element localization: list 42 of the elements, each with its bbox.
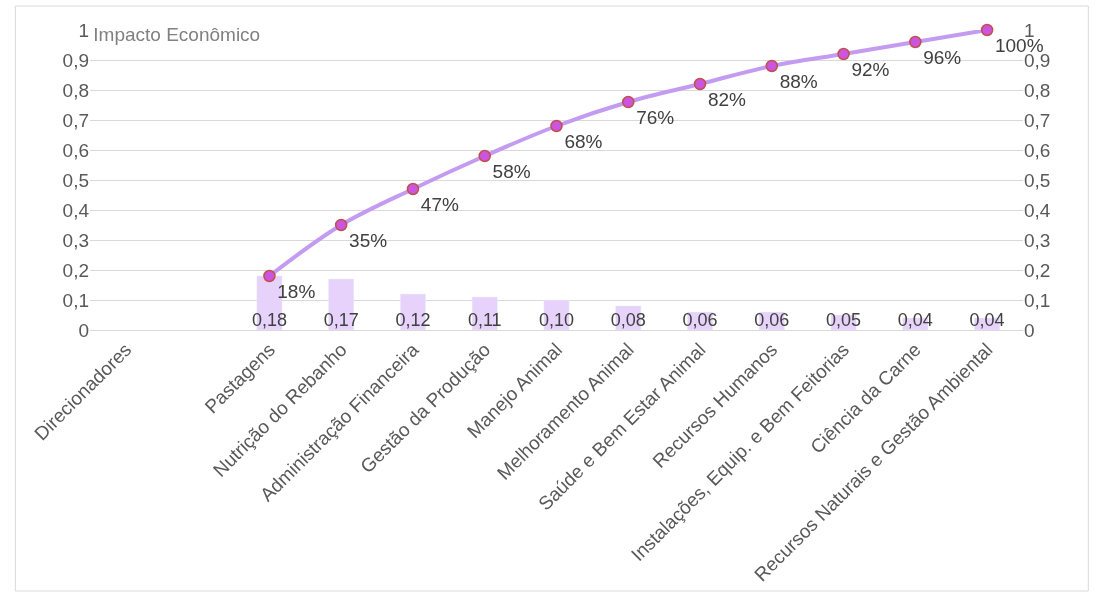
data-label: 0,12 xyxy=(395,309,431,330)
data-label: 18% xyxy=(277,281,316,303)
y2-tick-label: 0,3 xyxy=(1024,229,1051,251)
data-label: 0,06 xyxy=(682,309,718,330)
y-tick-label: 1 xyxy=(78,19,89,41)
y2-tick-label: 0 xyxy=(1024,319,1035,341)
data-label: 0,06 xyxy=(754,309,790,330)
data-label: 58% xyxy=(492,161,531,183)
data-label: 47% xyxy=(420,194,459,216)
y-tick-label: 0,9 xyxy=(62,49,89,71)
data-label: 68% xyxy=(564,131,603,153)
data-label: 96% xyxy=(923,47,962,69)
y-tick-label: 0,1 xyxy=(62,289,89,311)
data-label: 0,17 xyxy=(323,309,359,330)
data-label: 82% xyxy=(707,89,747,111)
y-tick-label: 0,7 xyxy=(62,109,89,131)
y2-tick-label: 0,1 xyxy=(1024,289,1051,311)
data-label: 0,11 xyxy=(467,309,502,330)
y-tick-label: 0,4 xyxy=(62,199,90,221)
data-label: 0,04 xyxy=(969,309,1005,330)
data-label: 35% xyxy=(349,230,388,252)
y-tick-label: 0,2 xyxy=(62,259,89,281)
data-label: 92% xyxy=(851,59,890,81)
y2-tick-label: 0,8 xyxy=(1024,79,1051,101)
y-tick-label: 0,6 xyxy=(62,139,89,161)
chart-title: Impacto Econômico xyxy=(93,23,261,45)
y2-tick-label: 0,6 xyxy=(1024,139,1051,161)
data-label: 0,10 xyxy=(538,309,575,330)
data-label: 0,08 xyxy=(610,309,646,330)
data-label: 0,05 xyxy=(826,309,862,330)
y-tick-label: 0,5 xyxy=(62,169,89,191)
y2-tick-label: 0,2 xyxy=(1024,259,1051,281)
y-tick-label: 0 xyxy=(78,319,89,341)
y2-tick-label: 0,7 xyxy=(1024,109,1051,131)
y2-tick-label: 0,4 xyxy=(1024,199,1051,221)
data-label: 88% xyxy=(779,71,818,93)
data-label: 0,18 xyxy=(251,309,287,330)
y-tick-label: 0,8 xyxy=(62,79,89,101)
data-label: 76% xyxy=(636,107,675,129)
data-label: 0,04 xyxy=(897,309,933,330)
y-tick-label: 0,3 xyxy=(62,229,89,251)
y2-tick-label: 0,5 xyxy=(1024,169,1051,191)
